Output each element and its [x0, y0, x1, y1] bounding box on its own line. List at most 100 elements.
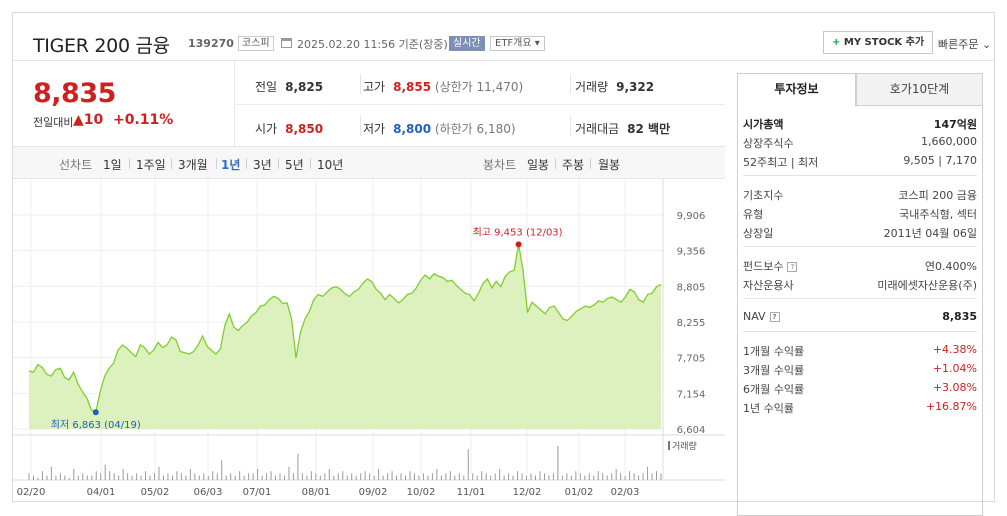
tab-investment-info[interactable]: 투자정보: [737, 73, 856, 106]
shares-label: 상장주식수: [743, 137, 794, 150]
tab-weekly[interactable]: 주봉: [562, 158, 585, 172]
nav-label: NAV: [743, 310, 766, 323]
fee-label: 펀드보수: [743, 260, 784, 273]
amount-label: 거래대금: [575, 122, 620, 136]
low-point-marker: [92, 409, 99, 416]
tab-3m[interactable]: 3개월: [178, 158, 208, 172]
type-label: 유형: [743, 208, 764, 221]
index-label: 기초지수: [743, 189, 784, 202]
upper-limit: (상한가 11,470): [434, 80, 524, 94]
tab-divider: [278, 158, 279, 169]
info-tabs: 투자정보 호가10단계: [737, 73, 983, 106]
y-tick-label: 9,356: [677, 247, 706, 258]
x-tick-label: 05/02: [141, 487, 170, 498]
return-1y-label: 1년 수익률: [743, 402, 794, 415]
tab-3y[interactable]: 3년: [253, 158, 272, 172]
trade-amount: 거래대금 82 백만: [575, 120, 670, 137]
return-6m-label: 6개월 수익률: [743, 383, 805, 396]
tab-divider: [171, 158, 172, 169]
tab-1d[interactable]: 1일: [103, 158, 122, 172]
tab-orderbook[interactable]: 호가10단계: [856, 73, 983, 106]
my-stock-add-button[interactable]: + MY STOCK 추가: [823, 31, 934, 54]
quote-table: 전일 8,825 고가 8,855 (상한가 11,470) 거래량 9,322 시가…: [235, 62, 725, 146]
prev-value: 8,825: [285, 80, 324, 94]
volume: 거래량 9,322: [575, 78, 654, 95]
help-icon[interactable]: ?: [787, 262, 798, 272]
y-tick-label: 7,154: [677, 389, 706, 400]
tab-monthly[interactable]: 월봉: [598, 158, 621, 172]
price-line: [28, 244, 662, 414]
manager-label: 자산운용사: [743, 279, 794, 292]
etf-overview-button[interactable]: ETF개요 ▾: [490, 36, 545, 51]
price-chart-svg[interactable]: 9,906 9,356 8,805 8,255 7,705 7,154 6,604 최고 9,…: [13, 179, 725, 502]
change-value: ▲10: [73, 112, 104, 128]
low-value: 8,800: [393, 122, 432, 136]
x-tick-label: 02/20: [17, 487, 46, 498]
x-tick-label: 12/02: [513, 487, 542, 498]
divider: [570, 116, 571, 136]
high-price: 고가 8,855 (상한가 11,470): [363, 78, 523, 95]
type-value: 국내주식형, 섹터: [899, 208, 977, 221]
volume-legend-marker: [668, 441, 670, 450]
tab-5y[interactable]: 5년: [285, 158, 304, 172]
row-divider: [235, 104, 725, 105]
x-tick-label: 04/01: [87, 487, 116, 498]
price-chart[interactable]: 9,906 9,356 8,805 8,255 7,705 7,154 6,604 최고 9,…: [13, 179, 725, 502]
return-1m-value: +4.38%: [932, 343, 977, 356]
tab-divider: [129, 158, 130, 169]
open-value: 8,850: [285, 122, 324, 136]
manager-value: 미래에셋자산운용(주): [877, 279, 977, 292]
section-divider: [743, 175, 977, 176]
tab-daily[interactable]: 일봉: [527, 158, 550, 172]
divider: [570, 74, 571, 94]
info-box: 시가총액 147억원 상장주식수 1,660,000 52주최고 | 최저 9,505…: [737, 106, 983, 516]
return-6m-value: +3.08%: [932, 381, 977, 394]
quick-order-button[interactable]: 빠른주문 ⌄: [938, 38, 992, 51]
divider: [360, 74, 361, 94]
x-tick-label: 10/02: [407, 487, 436, 498]
market-cap-label: 시가총액: [743, 118, 784, 131]
tab-10y[interactable]: 10년: [317, 158, 344, 172]
return-3m-label: 3개월 수익률: [743, 364, 805, 377]
return-1y-value: +16.87%: [925, 400, 977, 413]
y-tick-label: 8,255: [677, 318, 706, 329]
listed-value: 2011년 04월 06일: [883, 227, 977, 240]
x-tick-label: 02/03: [611, 487, 640, 498]
price-area: [29, 244, 661, 429]
line-chart-label: 선차트: [59, 158, 93, 172]
high-label: 고가: [363, 80, 386, 94]
listed-label: 상장일: [743, 227, 774, 240]
prev-close: 전일 8,825: [255, 78, 323, 95]
low-annotation: 최저 6,863 (04/19): [51, 419, 141, 431]
stock-code: 139270: [188, 37, 234, 50]
current-price-block: 8,835 전일대비 ▲10 +0.11%: [13, 62, 235, 146]
tab-1y[interactable]: 1년: [221, 158, 241, 172]
range-value: 9,505 | 7,170: [903, 154, 977, 167]
nav-value: 8,835: [942, 310, 977, 323]
y-tick-label: 9,906: [677, 211, 706, 222]
stock-panel: TIGER 200 금융 139270 코스피 2025.02.20 11:56…: [12, 12, 995, 516]
current-price: 8,835: [33, 78, 116, 109]
return-3m-value: +1.04%: [932, 362, 977, 375]
help-icon[interactable]: ?: [769, 312, 780, 322]
return-1m-label: 1개월 수익률: [743, 345, 805, 358]
x-tick-label: 01/02: [565, 487, 594, 498]
x-tick-label: 06/03: [194, 487, 223, 498]
index-value: 코스피 200 금융: [898, 189, 977, 202]
low-label: 저가: [363, 122, 386, 136]
y-tick-label: 7,705: [677, 354, 706, 365]
volume-label: 거래량: [575, 80, 609, 94]
plus-icon: +: [832, 37, 841, 48]
prev-label: 전일: [255, 80, 278, 94]
tab-1w[interactable]: 1주일: [136, 158, 166, 172]
shares-value: 1,660,000: [921, 135, 977, 148]
fee-value: 연0.400%: [924, 260, 977, 273]
realtime-button[interactable]: 실시간: [449, 36, 485, 51]
calendar-icon: [281, 38, 292, 48]
section-divider: [743, 246, 977, 247]
change-percent: +0.11%: [113, 112, 174, 128]
market-badge: 코스피: [238, 36, 274, 51]
low-price: 저가 8,800 (하한가 6,180): [363, 120, 516, 137]
quote-date: 2025.02.20 11:56 기준(장중): [297, 38, 448, 51]
x-tick-label: 09/02: [359, 487, 388, 498]
